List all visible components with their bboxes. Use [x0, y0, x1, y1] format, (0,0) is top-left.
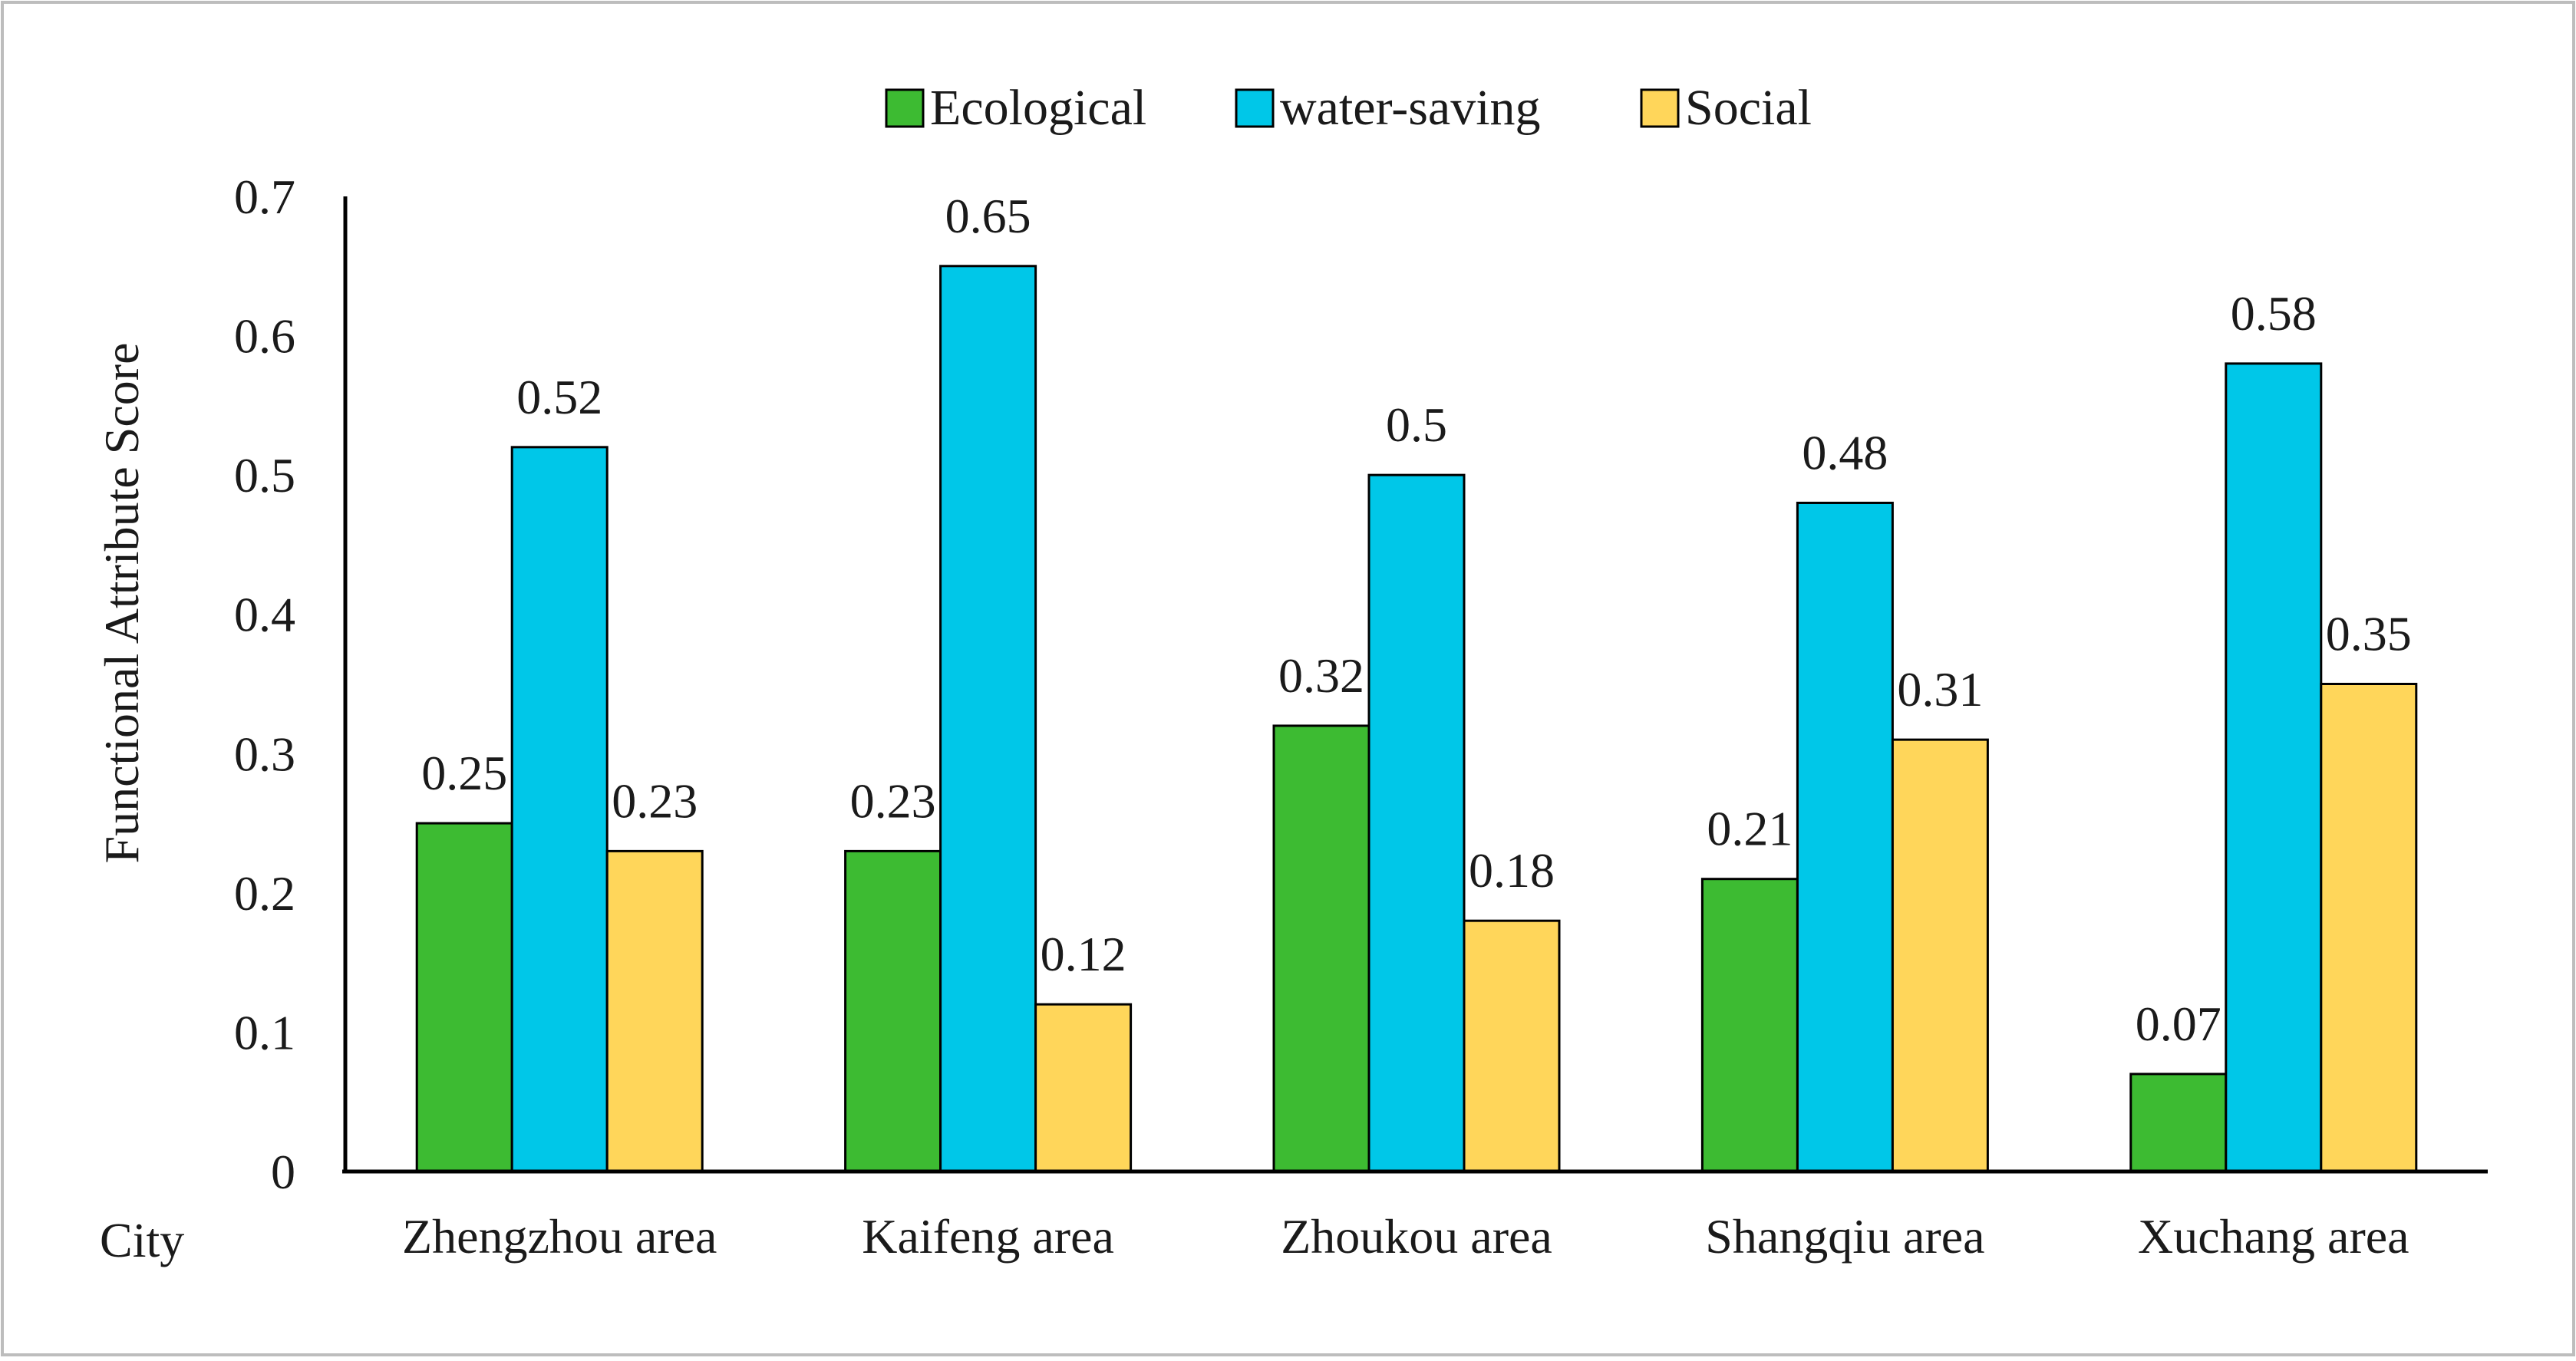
bar-social-shangqiu-area	[1891, 738, 1989, 1173]
value-label-social-kaifeng-area: 0.12	[1041, 927, 1126, 981]
bar-social-zhengzhou-area	[605, 849, 704, 1173]
y-tick-label: 0.2	[234, 866, 295, 921]
bar-water-saving-shangqiu-area	[1796, 501, 1894, 1173]
bar-ecological-zhengzhou-area	[415, 822, 513, 1173]
category-label-kaifeng-area: Kaifeng area	[862, 1209, 1114, 1264]
y-tick-label: 0.3	[234, 727, 295, 781]
legend-swatch-ecological	[885, 88, 925, 128]
y-tick-label: 0.6	[234, 309, 295, 364]
value-label-ecological-zhengzhou-area: 0.25	[421, 746, 507, 800]
value-label-water-saving-kaifeng-area: 0.65	[945, 189, 1031, 243]
value-label-water-saving-zhoukou-area: 0.5	[1386, 397, 1447, 452]
value-label-water-saving-shangqiu-area: 0.48	[1802, 425, 1888, 479]
bar-social-kaifeng-area	[1034, 1003, 1133, 1173]
y-tick-label: 0.7	[234, 170, 295, 224]
value-labels: 0.25 0.52 0.23 0.23 0.65 0.12 0.32 0.5 0.18 0.21 0…	[421, 189, 2412, 1051]
bar-water-saving-xuchang-area	[2225, 362, 2323, 1173]
bar-social-xuchang-area	[2320, 683, 2418, 1173]
legend-label-ecological: Ecological	[930, 80, 1146, 136]
bar-ecological-zhoukou-area	[1272, 724, 1370, 1173]
value-label-ecological-xuchang-area: 0.07	[2136, 997, 2221, 1051]
value-label-water-saving-zhengzhou-area: 0.52	[516, 370, 602, 424]
legend-label-social: Social	[1685, 80, 1812, 136]
y-tick-label: 0.5	[234, 448, 295, 503]
bar-social-zhoukou-area	[1463, 919, 1561, 1173]
x-axis-title: City	[100, 1213, 184, 1267]
bar-water-saving-zhoukou-area	[1367, 473, 1466, 1173]
value-label-ecological-shangqiu-area: 0.21	[1707, 802, 1793, 856]
y-tick-label: 0	[271, 1145, 295, 1199]
bar-ecological-xuchang-area	[2129, 1073, 2228, 1173]
value-label-social-zhoukou-area: 0.18	[1469, 843, 1555, 898]
value-label-social-zhengzhou-area: 0.23	[612, 773, 698, 828]
category-labels: Zhengzhou area Kaifeng area Zhoukou area Sh…	[402, 1209, 2409, 1264]
value-label-water-saving-xuchang-area: 0.58	[2231, 286, 2317, 341]
value-label-ecological-kaifeng-area: 0.23	[850, 773, 936, 828]
legend-swatch-water-saving	[1235, 88, 1275, 128]
category-label-xuchang-area: Xuchang area	[2138, 1209, 2409, 1264]
bar-water-saving-zhengzhou-area	[510, 446, 609, 1173]
category-label-shangqiu-area: Shangqiu area	[1705, 1209, 1984, 1264]
bar-ecological-kaifeng-area	[844, 849, 942, 1173]
value-label-social-shangqiu-area: 0.31	[1897, 662, 1983, 717]
y-axis-ticks: 0 0.1 0.2 0.3 0.4 0.5 0.6 0.7	[234, 170, 295, 1199]
category-label-zhengzhou-area: Zhengzhou area	[402, 1209, 717, 1264]
y-axis-title: Functional Attribute Score	[94, 343, 149, 864]
legend-swatch-social	[1640, 88, 1680, 128]
bars	[415, 265, 2418, 1173]
value-label-ecological-zhoukou-area: 0.32	[1278, 648, 1364, 703]
y-tick-label: 0.1	[234, 1005, 295, 1059]
legend-label-water-saving: water-saving	[1280, 80, 1541, 136]
bar-water-saving-kaifeng-area	[939, 265, 1037, 1173]
legend: Ecological water-saving Social	[885, 80, 1812, 136]
value-label-social-xuchang-area: 0.35	[2326, 607, 2412, 661]
category-label-zhoukou-area: Zhoukou area	[1281, 1209, 1552, 1264]
y-tick-label: 0.4	[234, 588, 295, 642]
bar-ecological-shangqiu-area	[1700, 878, 1799, 1173]
